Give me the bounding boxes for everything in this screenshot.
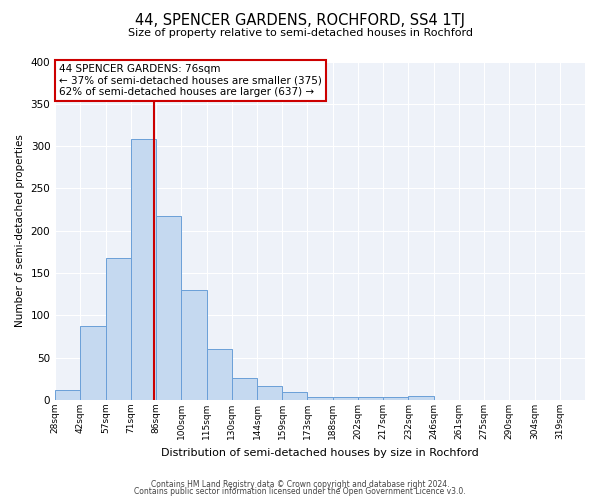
Bar — [131, 140, 156, 400]
Text: 44 SPENCER GARDENS: 76sqm
← 37% of semi-detached houses are smaller (375)
62% of: 44 SPENCER GARDENS: 76sqm ← 37% of semi-… — [59, 64, 322, 97]
Bar — [383, 398, 409, 400]
X-axis label: Distribution of semi-detached houses by size in Rochford: Distribution of semi-detached houses by … — [161, 448, 479, 458]
Bar — [181, 290, 206, 400]
Bar — [257, 386, 282, 400]
Bar — [55, 390, 80, 400]
Bar — [282, 392, 307, 400]
Text: Contains HM Land Registry data © Crown copyright and database right 2024.: Contains HM Land Registry data © Crown c… — [151, 480, 449, 489]
Bar — [409, 396, 434, 400]
Text: Contains public sector information licensed under the Open Government Licence v3: Contains public sector information licen… — [134, 487, 466, 496]
Bar — [80, 326, 106, 400]
Bar — [332, 396, 358, 400]
Bar — [206, 349, 232, 400]
Bar — [106, 258, 131, 400]
Bar — [358, 398, 383, 400]
Bar — [232, 378, 257, 400]
Text: Size of property relative to semi-detached houses in Rochford: Size of property relative to semi-detach… — [128, 28, 473, 38]
Text: 44, SPENCER GARDENS, ROCHFORD, SS4 1TJ: 44, SPENCER GARDENS, ROCHFORD, SS4 1TJ — [135, 12, 465, 28]
Bar — [156, 216, 181, 400]
Bar — [307, 398, 332, 400]
Y-axis label: Number of semi-detached properties: Number of semi-detached properties — [15, 134, 25, 327]
